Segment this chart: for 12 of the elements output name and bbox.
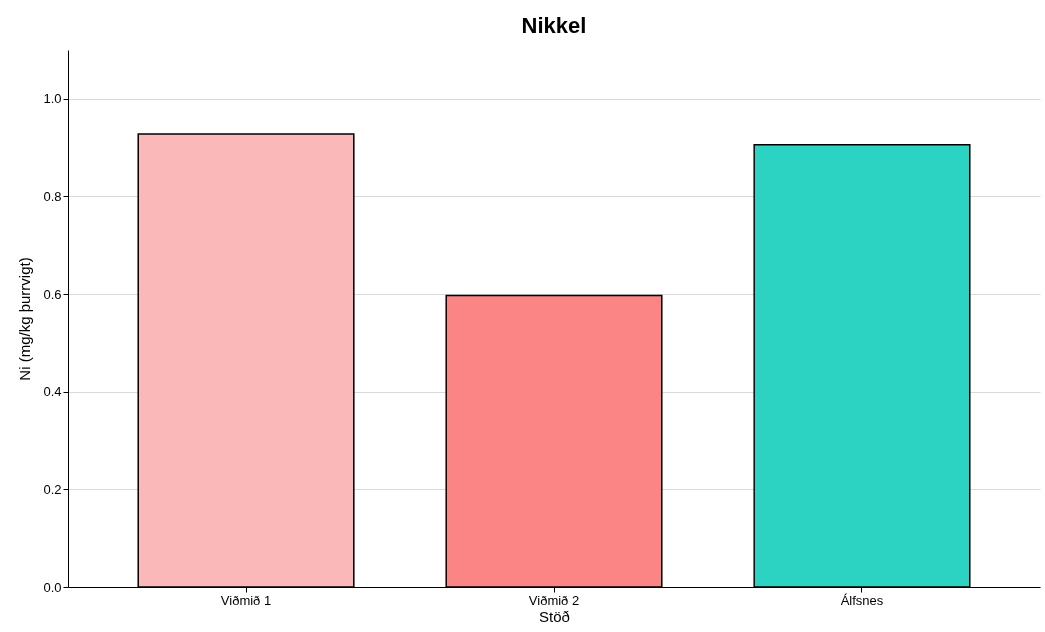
y-tick-label: 0.0: [43, 579, 62, 595]
y-axis-title: Ni (mg/kg þurrvigt): [16, 257, 34, 381]
y-tick-label: 0.8: [43, 188, 62, 204]
y-tick-label: 0.6: [43, 286, 62, 302]
x-tick-label: Álfsnes: [840, 592, 884, 608]
x-tick-label: Viðmið 2: [528, 592, 580, 608]
x-tick-label: Viðmið 1: [220, 592, 272, 608]
y-tick-label: 0.2: [43, 481, 62, 497]
x-axis-title: Stöð: [539, 607, 570, 625]
chart-title: Nikkel: [521, 13, 587, 38]
y-tick-label: 1.0: [43, 91, 62, 107]
y-tick-label: 0.4: [43, 384, 62, 400]
